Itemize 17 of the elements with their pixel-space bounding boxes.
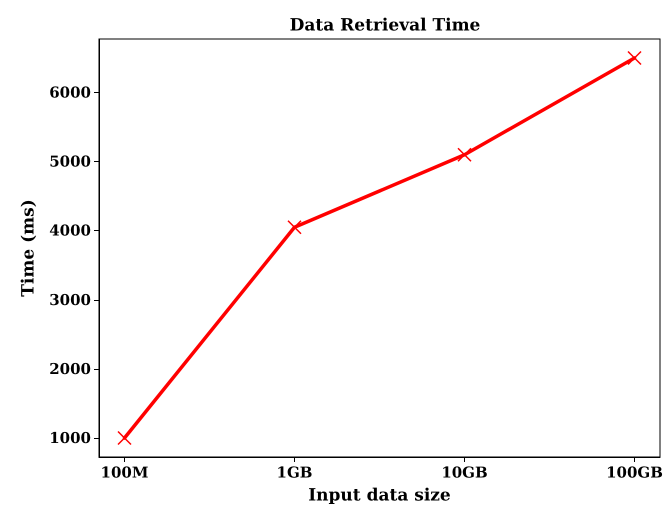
y-axis-title: Time (ms) bbox=[18, 199, 38, 297]
y-tick-label: 1000 bbox=[49, 429, 91, 447]
point bbox=[457, 147, 472, 162]
x-tick-label: 10GB bbox=[441, 464, 488, 482]
y-tick-label: 5000 bbox=[49, 152, 91, 171]
x-axis-title: Input data size bbox=[308, 486, 451, 506]
chart-title: Data Retrieval Time bbox=[290, 16, 481, 36]
y-tick-label: 6000 bbox=[49, 84, 91, 102]
y-tick-label: 2000 bbox=[49, 360, 91, 378]
y-tick-label: 4000 bbox=[49, 222, 91, 240]
x-tick-label: 100GB bbox=[606, 464, 663, 482]
y-tick-label: 3000 bbox=[49, 290, 91, 309]
point bbox=[627, 50, 642, 66]
x-tick-label: 1GB bbox=[276, 464, 312, 482]
point bbox=[287, 220, 302, 235]
x-tick-label: 100M bbox=[100, 464, 148, 482]
point bbox=[117, 430, 132, 446]
